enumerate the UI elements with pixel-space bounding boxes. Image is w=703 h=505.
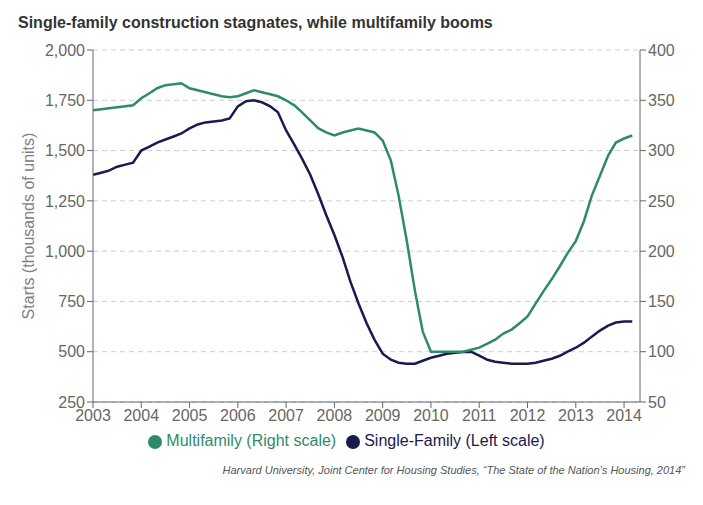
html-text:Single-Family (Left scale): Single-Family (Left scale) (364, 432, 545, 449)
svg-text:2011: 2011 (462, 407, 497, 424)
svg-text:100: 100 (648, 343, 675, 360)
html-text:Single-family construction sta: Single-family construction stagnates, wh… (18, 14, 493, 31)
svg-text:1,750: 1,750 (45, 92, 85, 109)
svg-text:1,250: 1,250 (45, 193, 85, 210)
svg-text:2,000: 2,000 (45, 42, 85, 59)
svg-text:2013: 2013 (558, 407, 594, 424)
svg-text:2004: 2004 (123, 407, 159, 424)
svg-text:2012: 2012 (510, 407, 546, 424)
svg-text:150: 150 (648, 293, 675, 310)
svg-text:200: 200 (648, 243, 675, 260)
svg-text:2005: 2005 (172, 407, 208, 424)
svg-text:2007: 2007 (268, 407, 304, 424)
svg-text:2008: 2008 (317, 407, 353, 424)
svg-text:50: 50 (648, 394, 666, 411)
svg-text:750: 750 (58, 293, 85, 310)
html-text:Multifamily (Right scale): Multifamily (Right scale) (166, 432, 337, 449)
svg-text:2010: 2010 (413, 407, 449, 424)
svg-text:2003: 2003 (75, 407, 111, 425)
html-text:Harvard University, Joint Cent: Harvard University, Joint Center for Hou… (222, 464, 685, 476)
svg-text:500: 500 (58, 343, 85, 360)
svg-text:2006: 2006 (220, 407, 256, 424)
svg-text:350: 350 (648, 92, 675, 109)
svg-text:Starts (thousands of units): Starts (thousands of units) (20, 133, 37, 320)
svg-text:1,500: 1,500 (45, 142, 85, 159)
svg-text:1,000: 1,000 (45, 243, 85, 260)
svg-text:2009: 2009 (365, 407, 401, 424)
svg-text:2014: 2014 (606, 407, 642, 424)
svg-text:250: 250 (58, 394, 85, 411)
svg-text:300: 300 (648, 142, 675, 159)
svg-text:400: 400 (648, 42, 675, 59)
svg-text:250: 250 (648, 193, 675, 210)
